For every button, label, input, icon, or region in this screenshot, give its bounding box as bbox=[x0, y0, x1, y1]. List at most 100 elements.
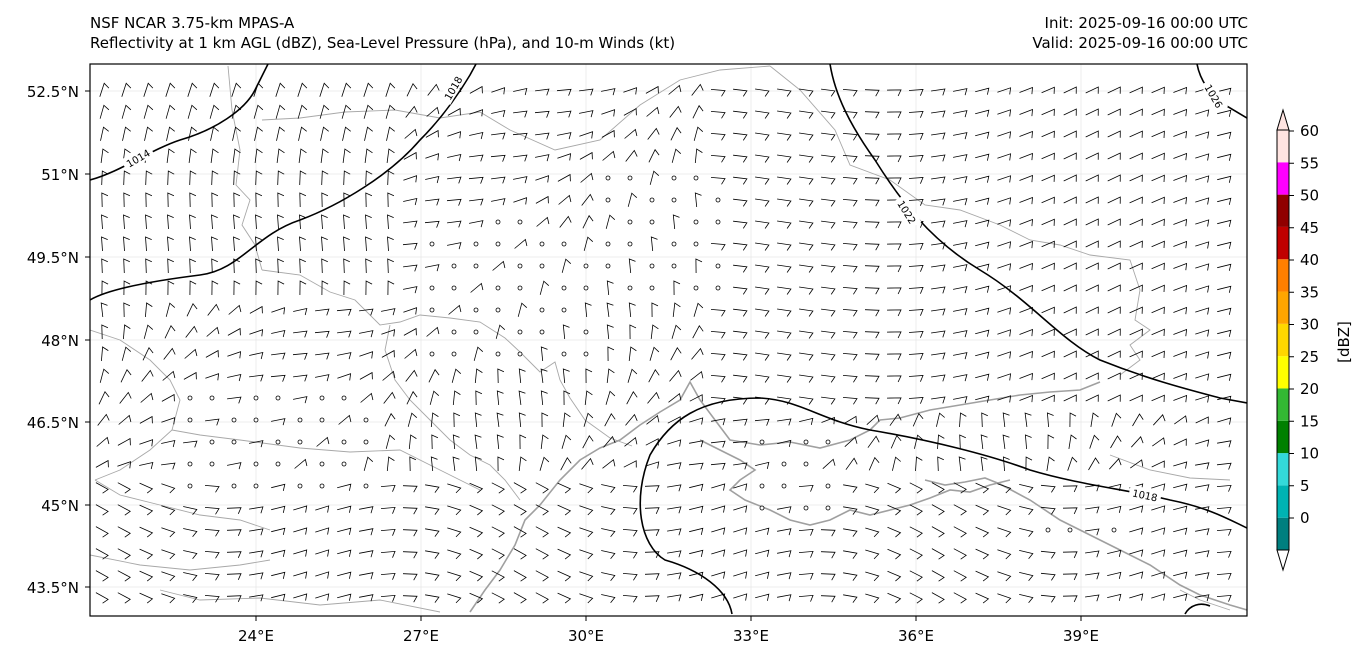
wind-barb bbox=[997, 197, 1012, 205]
wind-barb bbox=[1173, 394, 1188, 403]
wind-barb bbox=[821, 176, 836, 185]
wind-barb bbox=[733, 264, 748, 273]
calm-wind-marker bbox=[825, 483, 831, 489]
wind-barb bbox=[490, 154, 506, 162]
wind-barb bbox=[95, 570, 109, 582]
wind-barb bbox=[799, 110, 814, 119]
wind-barb bbox=[953, 330, 968, 338]
wind-barb bbox=[711, 593, 726, 601]
wind-barb bbox=[953, 592, 967, 604]
wind-barb bbox=[1063, 218, 1077, 226]
wind-barb bbox=[606, 280, 614, 296]
wind-barb bbox=[799, 198, 814, 207]
wind-barb bbox=[1063, 284, 1077, 292]
wind-barb bbox=[1085, 484, 1100, 492]
calm-wind-marker bbox=[649, 263, 655, 269]
wind-barb bbox=[710, 89, 726, 97]
wind-barb bbox=[1019, 372, 1033, 381]
wind-barb bbox=[646, 414, 660, 425]
wind-barb bbox=[689, 394, 703, 402]
wind-barb bbox=[1041, 284, 1055, 292]
wind-barb bbox=[165, 82, 176, 97]
wind-barb bbox=[1195, 175, 1210, 183]
wind-barb bbox=[95, 504, 109, 516]
wind-barb bbox=[513, 110, 528, 118]
wind-barb bbox=[1041, 262, 1055, 270]
wind-barb bbox=[1040, 594, 1056, 603]
wind-barb bbox=[975, 592, 990, 604]
wind-barb bbox=[469, 198, 484, 206]
wind-barb bbox=[798, 550, 814, 558]
wind-barb bbox=[321, 170, 329, 186]
wind-barb bbox=[1195, 572, 1210, 580]
wind-barb bbox=[1129, 505, 1144, 513]
wind-barb bbox=[145, 236, 152, 252]
wind-barb bbox=[167, 236, 174, 252]
calm-wind-marker bbox=[451, 285, 457, 291]
calm-wind-marker bbox=[781, 483, 787, 489]
wind-barb bbox=[1063, 372, 1077, 380]
wind-barb bbox=[1129, 306, 1143, 314]
wind-barb bbox=[820, 551, 836, 559]
wind-barb bbox=[452, 390, 461, 406]
wind-barb bbox=[338, 414, 352, 425]
wind-barb bbox=[1107, 262, 1121, 270]
wind-barb bbox=[275, 104, 286, 119]
calm-wind-marker bbox=[693, 219, 699, 225]
wind-barb bbox=[1217, 87, 1232, 95]
wind-barb bbox=[959, 434, 966, 450]
wind-barb bbox=[118, 414, 132, 425]
wind-barb bbox=[644, 551, 660, 558]
wind-barb bbox=[821, 132, 836, 141]
wind-barb bbox=[733, 220, 748, 229]
wind-barb bbox=[365, 192, 373, 208]
wind-barb bbox=[535, 132, 550, 140]
wind-barb bbox=[1151, 483, 1166, 491]
time-info: Init: 2025-09-16 00:00 UTC Valid: 2025-0… bbox=[1032, 13, 1248, 53]
wind-barb bbox=[601, 484, 616, 493]
wind-barb bbox=[122, 126, 131, 141]
wind-barb bbox=[139, 482, 154, 494]
wind-barb bbox=[1173, 461, 1188, 469]
wind-barb bbox=[140, 392, 154, 403]
calm-wind-marker bbox=[627, 241, 633, 247]
wind-barb bbox=[447, 527, 462, 538]
wind-barb bbox=[321, 214, 328, 230]
calm-wind-marker bbox=[429, 351, 435, 357]
wind-barb bbox=[914, 434, 923, 449]
wind-barb bbox=[711, 571, 726, 579]
wind-barb bbox=[294, 458, 308, 469]
colorbar-max-extension bbox=[1276, 108, 1290, 131]
wind-barb bbox=[1041, 108, 1055, 116]
wind-barb bbox=[1153, 414, 1166, 426]
wind-barb bbox=[364, 126, 373, 141]
wind-barb bbox=[383, 391, 396, 404]
wind-barb bbox=[886, 155, 902, 163]
calm-wind-marker bbox=[539, 263, 545, 269]
wind-barb bbox=[1062, 551, 1078, 559]
wind-barb bbox=[1151, 240, 1165, 249]
wind-barb bbox=[1129, 86, 1143, 94]
wind-barb bbox=[491, 87, 506, 95]
wind-barb bbox=[143, 104, 154, 119]
wind-barb bbox=[139, 526, 154, 538]
calm-wind-marker bbox=[297, 483, 303, 489]
wind-barb bbox=[121, 104, 132, 119]
wind-barb bbox=[1107, 218, 1121, 226]
wind-barb bbox=[647, 391, 660, 404]
wind-barb bbox=[864, 287, 880, 295]
wind-barb bbox=[117, 482, 131, 494]
wind-barb bbox=[843, 415, 857, 424]
wind-barb bbox=[402, 595, 418, 603]
wind-barb bbox=[249, 528, 264, 536]
wind-barb bbox=[1019, 506, 1034, 515]
wind-barb bbox=[1151, 505, 1166, 513]
wind-barb bbox=[95, 526, 109, 538]
wind-barb bbox=[204, 551, 220, 559]
wind-barb bbox=[975, 482, 990, 494]
wind-barb bbox=[211, 236, 218, 252]
isobars bbox=[90, 64, 1247, 615]
wind-barb bbox=[931, 110, 946, 118]
wind-barb bbox=[1085, 328, 1099, 336]
wind-barb bbox=[386, 126, 395, 141]
